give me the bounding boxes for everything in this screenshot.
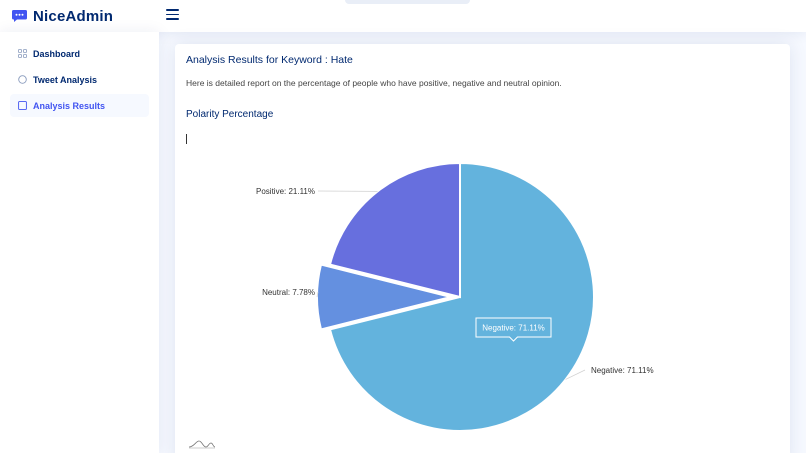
circle-icon [18,75,27,84]
hamburger-menu-icon[interactable] [166,9,179,22]
pie-slice-positive[interactable] [328,161,461,299]
sidebar-item-label: Dashboard [33,48,81,59]
leader-line-neutral [316,291,319,298]
square-icon [18,101,27,110]
sidebar-item-label: Tweet Analysis [33,74,98,85]
data-label-neutral: Neutral: 7.78% [262,288,315,297]
sidebar-item-analysis-results[interactable]: Analysis Results [10,94,149,117]
top-header: NiceAdmin [0,0,806,32]
chart-tooltip-text: Negative: 71.11% [482,324,545,333]
page-title: Analysis Results for Keyword : Hate [186,54,353,66]
chart-tooltip [475,317,552,342]
sidebar-item-label: Analysis Results [33,100,106,111]
sidebar: Dashboard Tweet Analysis Analysis Result… [0,32,159,453]
grid-icon [18,49,27,58]
data-label-negative: Negative: 71.11% [591,366,654,375]
data-label-positive: Positive: 21.11% [256,187,315,196]
report-description: Here is detailed report on the percentag… [186,78,562,88]
chat-bubble-icon [12,10,27,22]
chart-title: Polarity Percentage [186,109,274,120]
leader-line-negative [565,369,586,380]
app-name: NiceAdmin [33,7,114,25]
text-cursor [186,134,187,144]
search-bar-edge [345,0,470,4]
pie-slice-negative[interactable] [328,161,595,432]
app-logo[interactable]: NiceAdmin [12,8,113,25]
sidebar-item-dashboard[interactable]: Dashboard [10,42,149,65]
sidebar-item-tweet-analysis[interactable]: Tweet Analysis [10,68,149,91]
chart-toolbar-icon[interactable] [188,440,216,448]
